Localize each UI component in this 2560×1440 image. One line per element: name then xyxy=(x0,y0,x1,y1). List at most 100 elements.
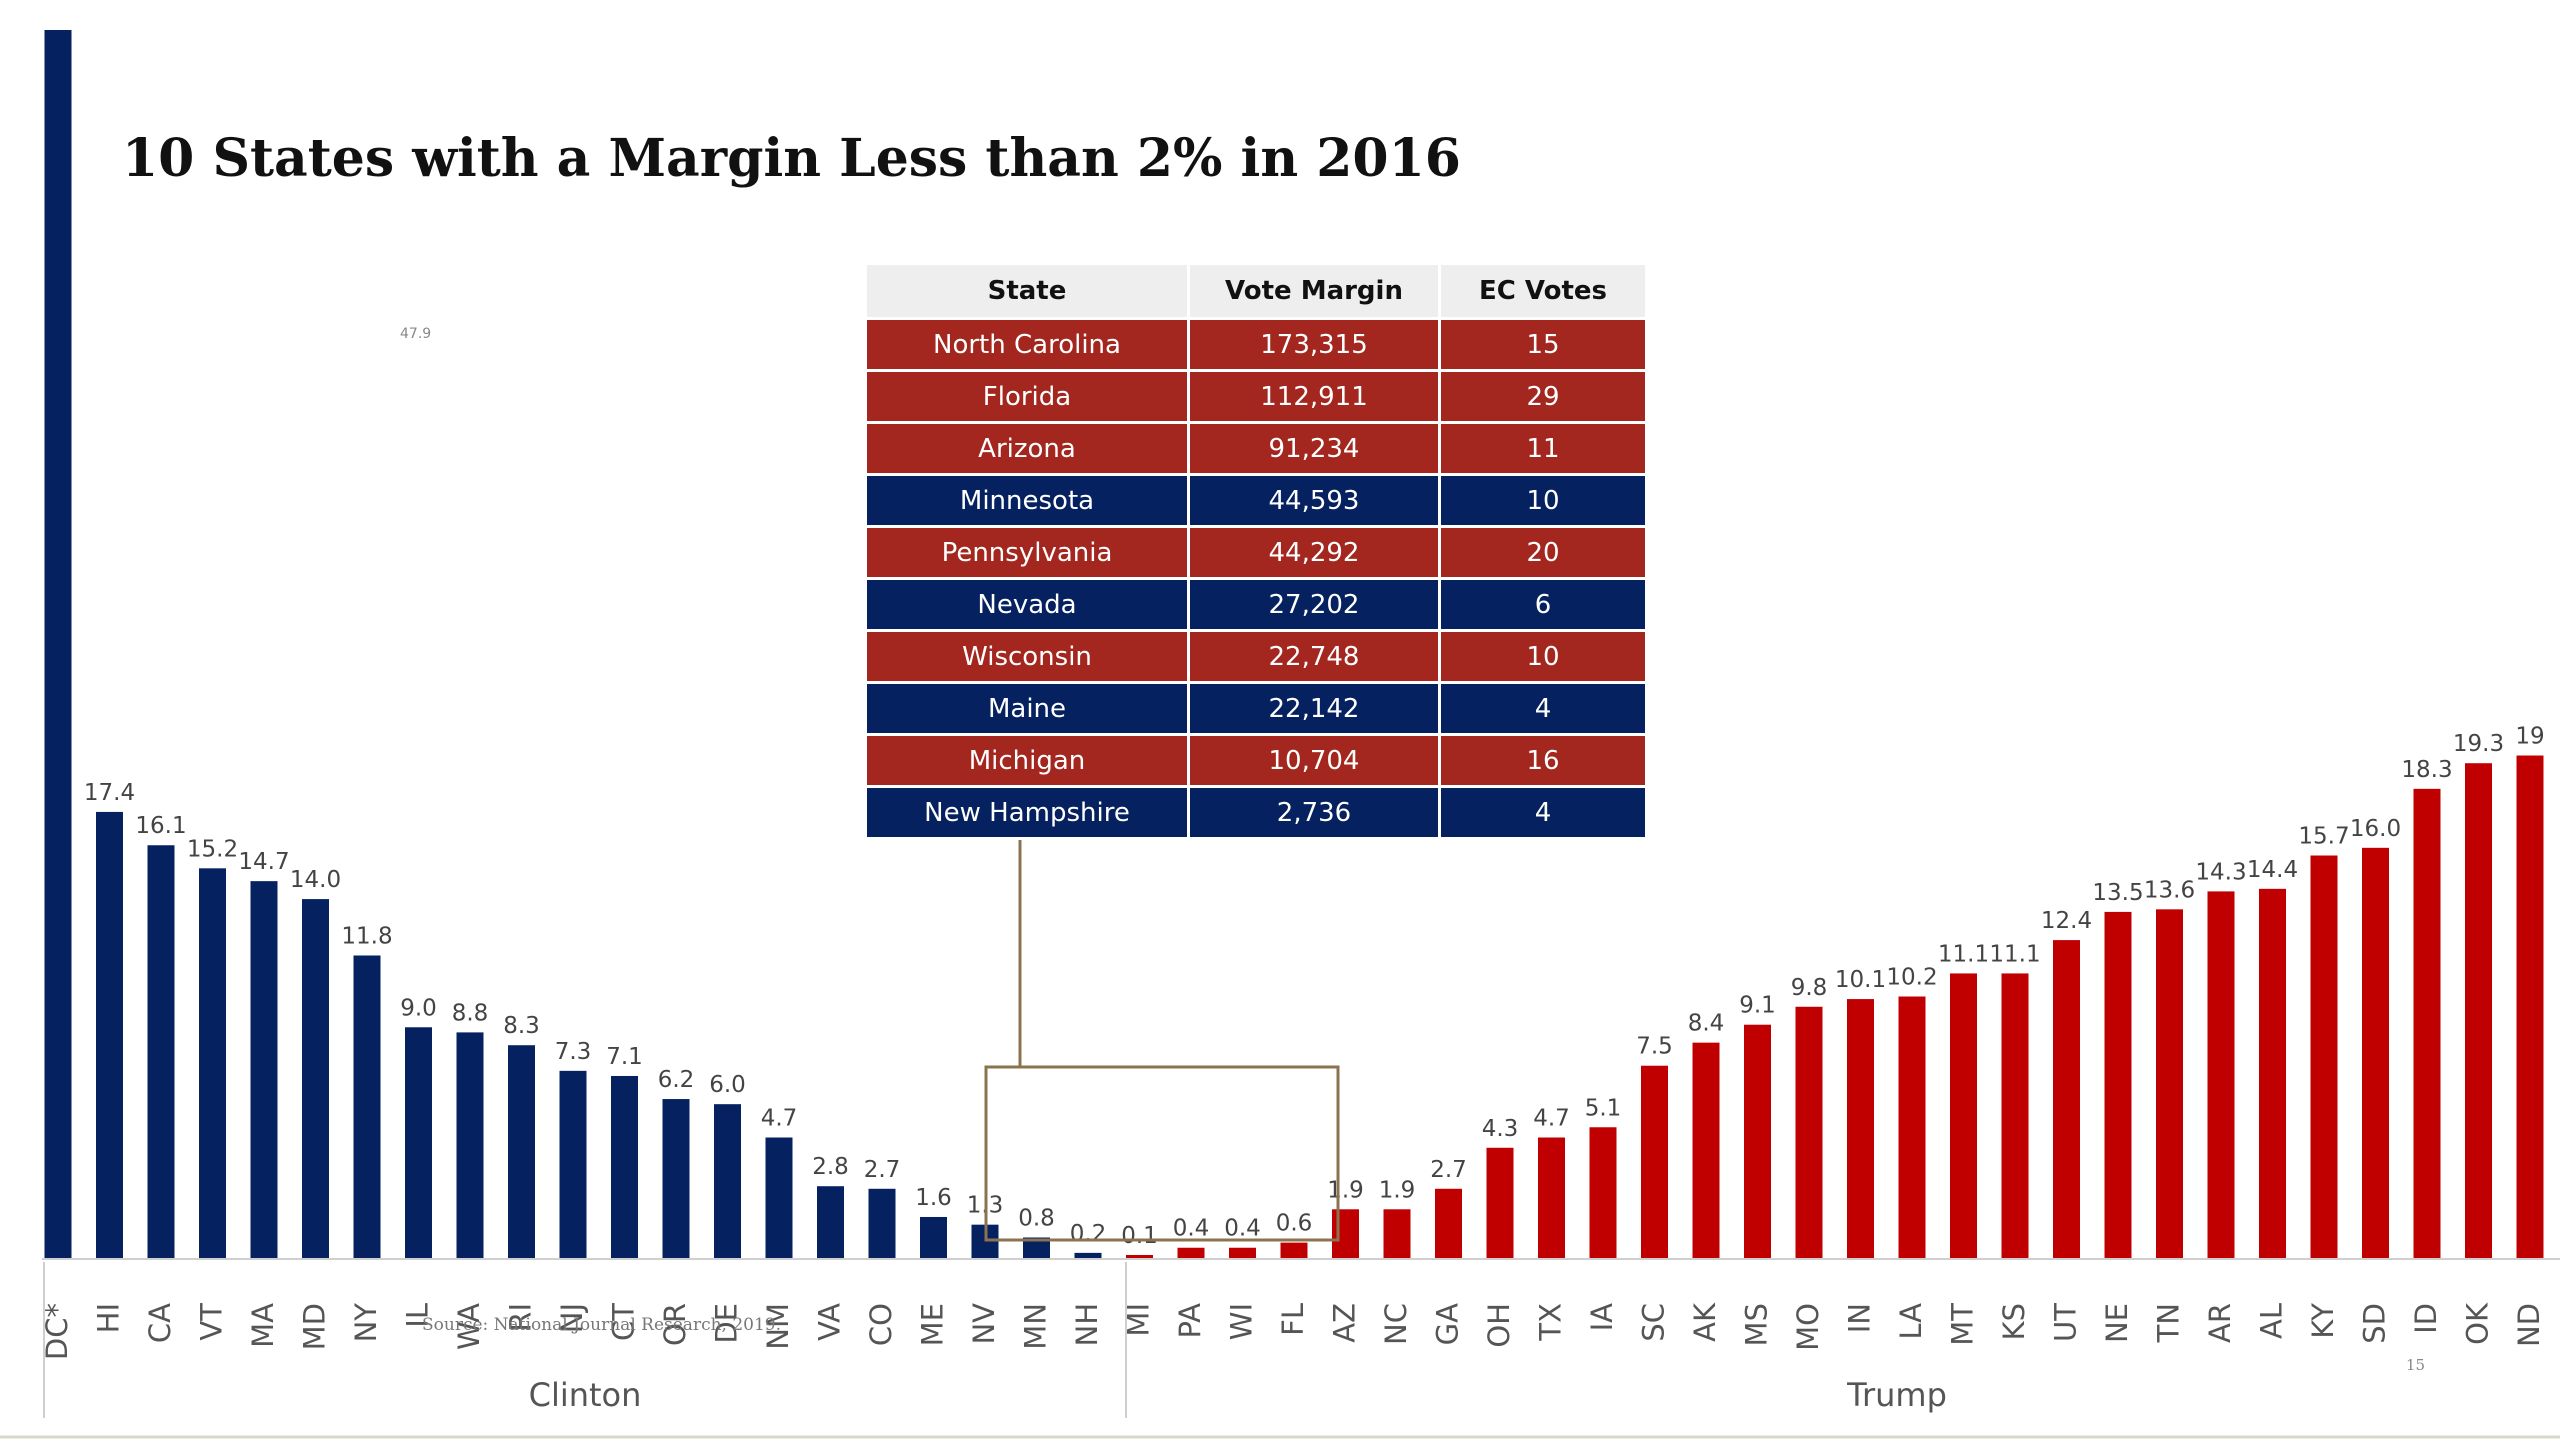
table-row: Wisconsin 22,748 10 xyxy=(864,629,1648,684)
bar xyxy=(2516,755,2544,1258)
cell-ec-votes: 4 xyxy=(1438,785,1648,840)
data-label: 9.8 xyxy=(1791,975,1828,1001)
table-row: New Hampshire 2,736 4 xyxy=(864,785,1648,840)
bar xyxy=(714,1104,741,1258)
category-tick-label: TN xyxy=(2152,1303,2186,1343)
category-tick-label: MT xyxy=(1946,1303,1980,1346)
cell-vote-margin: 44,292 xyxy=(1187,525,1441,580)
category-tick-label: SD xyxy=(2358,1303,2392,1344)
bar xyxy=(405,1027,432,1258)
slide-number: 15 xyxy=(2406,1356,2425,1374)
bar xyxy=(1692,1042,1720,1258)
cell-vote-margin: 173,315 xyxy=(1187,317,1441,372)
category-tick-label: MA xyxy=(246,1303,280,1348)
category-tick-label: MS xyxy=(1740,1303,1774,1346)
cell-vote-margin: 2,736 xyxy=(1187,785,1441,840)
category-tick-label: ID xyxy=(2409,1303,2443,1334)
category-tick-label: MD xyxy=(298,1303,332,1350)
category-tick-label: FL xyxy=(1276,1303,1310,1336)
bar xyxy=(2104,911,2132,1258)
source-note: Source: National Journal Research, 2019. xyxy=(422,1315,781,1335)
bar xyxy=(1280,1242,1308,1258)
bar xyxy=(1744,1024,1771,1258)
category-tick-label: CA xyxy=(143,1303,177,1343)
data-label: 1.9 xyxy=(1327,1177,1364,1203)
bar xyxy=(920,1216,947,1258)
category-tick-label: WI xyxy=(1225,1303,1259,1340)
bar xyxy=(1641,1065,1668,1258)
data-label: 14.0 xyxy=(290,867,341,893)
close-margin-callout-box xyxy=(984,1065,1340,1242)
category-tick-label: OK xyxy=(2461,1302,2495,1345)
category-tick-label: MO xyxy=(1791,1303,1825,1351)
cell-ec-votes: 10 xyxy=(1438,473,1648,528)
bar xyxy=(817,1186,844,1258)
cell-state: North Carolina xyxy=(864,317,1190,372)
header-vote-margin: Vote Margin xyxy=(1187,262,1441,320)
bar xyxy=(1332,1209,1359,1258)
category-tick-label: KY xyxy=(2306,1303,2340,1339)
close-states-table: State Vote Margin EC Votes North Carolin… xyxy=(864,262,1648,840)
cell-vote-margin: 22,748 xyxy=(1187,629,1441,684)
category-tick-label: MI xyxy=(1122,1303,1156,1337)
category-tick-label: NM xyxy=(761,1303,795,1350)
bar xyxy=(250,881,278,1258)
category-tick-label: IN xyxy=(1843,1303,1877,1333)
data-label: 19 xyxy=(2515,724,2544,750)
cell-vote-margin: 22,142 xyxy=(1187,681,1441,736)
bar xyxy=(2310,855,2338,1258)
data-label: 2.7 xyxy=(864,1157,901,1183)
cell-state: Maine xyxy=(864,681,1190,736)
category-tick-label: ME xyxy=(916,1303,950,1346)
bar xyxy=(1847,999,1874,1258)
category-tick-label: MN xyxy=(1019,1303,1053,1350)
data-label: 4.7 xyxy=(761,1106,798,1132)
cell-ec-votes: 4 xyxy=(1438,681,1648,736)
data-label: 13.6 xyxy=(2144,877,2195,903)
bar xyxy=(2413,788,2441,1258)
data-label: 2.7 xyxy=(1430,1157,1467,1183)
data-label: 0.4 xyxy=(1224,1216,1261,1242)
bar xyxy=(611,1075,638,1258)
category-tick-label: CT xyxy=(607,1303,641,1341)
bar xyxy=(456,1032,484,1258)
data-label: 8.3 xyxy=(503,1013,540,1039)
bar xyxy=(1435,1188,1462,1258)
table-row: Michigan 10,704 16 xyxy=(864,733,1648,788)
bar xyxy=(559,1070,587,1258)
data-label: 10.2 xyxy=(1886,965,1937,991)
category-tick-label: NV xyxy=(967,1303,1001,1345)
bar xyxy=(353,955,381,1258)
category-tick-label: OH xyxy=(1482,1303,1516,1348)
data-label: 8.4 xyxy=(1688,1011,1725,1037)
bar xyxy=(2259,888,2286,1258)
bar xyxy=(2156,909,2183,1258)
category-tick-label: SC xyxy=(1637,1303,1671,1342)
data-label: 6.0 xyxy=(709,1072,746,1098)
category-tick-label: AR xyxy=(2203,1303,2237,1343)
data-label: 7.5 xyxy=(1636,1034,1673,1060)
bar xyxy=(1589,1127,1617,1258)
data-label: 9.1 xyxy=(1739,993,1776,1019)
data-label: 17.4 xyxy=(84,780,135,806)
category-tick-label: CO xyxy=(864,1303,898,1346)
category-tick-label: TX xyxy=(1534,1303,1568,1342)
data-label: 8.8 xyxy=(452,1000,489,1026)
data-label: 0.1 xyxy=(1121,1223,1158,1249)
bar xyxy=(1023,1237,1050,1258)
category-tick-label: AK xyxy=(1688,1302,1722,1342)
data-label: 1.6 xyxy=(915,1185,952,1211)
data-label: 0.4 xyxy=(1173,1216,1210,1242)
category-tick-label: VA xyxy=(813,1303,847,1341)
bar xyxy=(1950,973,1977,1258)
bar xyxy=(96,811,123,1258)
cell-state: Minnesota xyxy=(864,473,1190,528)
category-tick-label: UT xyxy=(2049,1303,2083,1342)
category-tick-label: HI xyxy=(92,1303,126,1333)
bar xyxy=(508,1045,535,1258)
category-tick-label: AZ xyxy=(1328,1303,1362,1343)
category-tick-label: AL xyxy=(2255,1303,2289,1339)
cell-ec-votes: 6 xyxy=(1438,577,1648,632)
table-row: Nevada 27,202 6 xyxy=(864,577,1648,632)
bar xyxy=(2053,940,2080,1258)
